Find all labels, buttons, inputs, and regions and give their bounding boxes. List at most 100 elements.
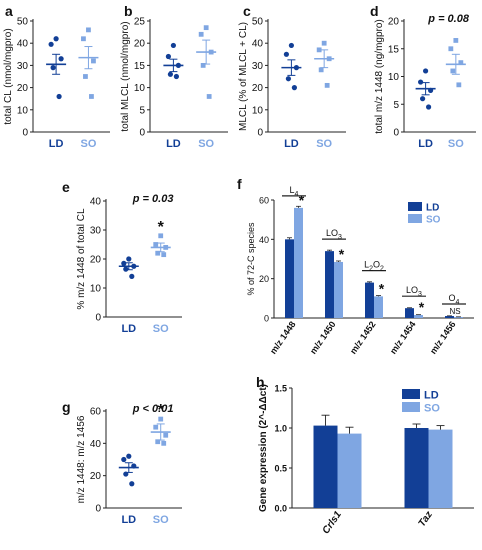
bar-so: [374, 296, 383, 318]
data-point-so: [163, 432, 169, 438]
group-label: O4: [449, 293, 460, 306]
y-tick-label: 20: [90, 255, 102, 266]
panel-e: e 0 10 20 30 40% m/z 1448 of total CL LD SO p = …: [62, 179, 182, 335]
data-point-so: [155, 250, 161, 256]
data-point-so: [163, 245, 169, 250]
y-tick-label: 30: [17, 61, 29, 72]
data-point-so: [91, 58, 96, 64]
data-point-ld: [126, 256, 132, 262]
bar-ld: [404, 428, 429, 508]
data-point-so: [153, 424, 159, 430]
data-point-ld: [129, 481, 135, 487]
data-point-ld: [129, 273, 135, 279]
legend-swatch-ld: [408, 202, 422, 211]
legend-swatch-so: [402, 402, 420, 412]
category-label-so: SO: [153, 323, 169, 335]
y-tick-label: 10: [90, 284, 102, 295]
category-label-ld: LD: [121, 514, 136, 526]
panel-label: f: [237, 176, 242, 192]
significance-star: *: [339, 246, 345, 262]
y-tick-label: 10: [134, 83, 146, 94]
bar-ld: [285, 239, 294, 318]
y-tick-label: 0.5: [274, 464, 287, 474]
y-tick-label: 20: [252, 83, 264, 94]
y-tick-label: 15: [134, 61, 146, 72]
x-tick-label: m/z 1456: [428, 319, 458, 355]
data-point-so: [89, 94, 94, 99]
y-tick-label: 15: [388, 44, 400, 55]
data-point-so: [200, 63, 206, 68]
panel-label: d: [370, 3, 379, 19]
y-tick-label: 0: [264, 314, 269, 324]
bar-ld: [405, 308, 414, 318]
group-label: LO3: [326, 228, 342, 241]
data-point-ld: [50, 65, 56, 71]
x-tick-label: Taz: [417, 509, 435, 529]
y-tick-label: 1.5: [274, 384, 287, 394]
data-point-so: [203, 25, 209, 31]
data-point-ld: [420, 96, 426, 102]
legend-label-so: SO: [426, 215, 441, 226]
data-point-so: [86, 27, 91, 33]
data-point-ld: [291, 85, 297, 91]
x-tick-label: m/z 1448: [268, 319, 298, 355]
y-axis-label: MLCL (% of MLCL + CL): [238, 22, 249, 131]
y-tick-label: 20: [259, 274, 269, 284]
data-point-ld: [123, 471, 129, 477]
category-label-ld: LD: [121, 323, 136, 335]
y-tick-label: 40: [90, 439, 102, 450]
y-tick-label: 10: [388, 72, 400, 83]
data-point-so: [458, 60, 464, 66]
bar-ld: [325, 251, 334, 318]
p-value-annotation: p = 0.03: [132, 193, 174, 205]
bar-so: [334, 261, 343, 318]
data-point-ld: [285, 76, 291, 82]
panel-label: a: [5, 3, 13, 19]
data-point-ld: [165, 53, 171, 60]
y-tick-label: 40: [252, 39, 264, 50]
category-label-ld: LD: [166, 138, 181, 150]
y-axis-label: m/z 1448: m/z 1456: [76, 415, 87, 503]
x-tick-label: m/z 1454: [388, 319, 418, 355]
panel-label: e: [62, 179, 70, 195]
p-value-annotation: p = 0.08: [427, 13, 470, 25]
significance-star: *: [158, 219, 165, 236]
y-tick-label: 0: [22, 128, 28, 139]
y-tick-label: 25: [134, 17, 146, 28]
x-tick-label: Crls1: [321, 509, 345, 536]
y-tick-label: 0: [95, 504, 101, 515]
data-point-ld: [423, 68, 429, 74]
group-label: L4: [290, 185, 299, 198]
bar-ld: [313, 425, 338, 508]
data-point-ld: [283, 51, 289, 57]
data-point-ld: [53, 36, 59, 42]
data-point-ld: [121, 260, 127, 266]
y-tick-label: 10: [17, 105, 29, 116]
category-label-ld: LD: [49, 138, 64, 150]
data-point-so: [153, 242, 159, 247]
category-label-so: SO: [80, 138, 96, 150]
data-point-ld: [428, 87, 434, 93]
y-tick-label: 60: [259, 196, 269, 206]
data-point-so: [324, 82, 330, 88]
data-point-so: [450, 68, 456, 74]
data-point-so: [161, 440, 167, 446]
group-label: LO3: [406, 285, 422, 298]
panel-h: h 0.0 0.5 1.0 1.5 Gene expression (2^-ΔΔct) Cr…: [256, 374, 474, 536]
legend-swatch-ld: [402, 389, 420, 399]
data-point-ld: [426, 104, 432, 110]
y-tick-label: 20: [134, 39, 146, 50]
legend-label-ld: LD: [424, 390, 439, 402]
data-point-so: [155, 439, 161, 445]
y-tick-label: 0: [139, 128, 145, 139]
y-tick-label: 0: [95, 313, 101, 324]
data-point-ld: [175, 62, 181, 68]
bar-so: [428, 429, 453, 508]
category-label-so: SO: [316, 138, 332, 150]
